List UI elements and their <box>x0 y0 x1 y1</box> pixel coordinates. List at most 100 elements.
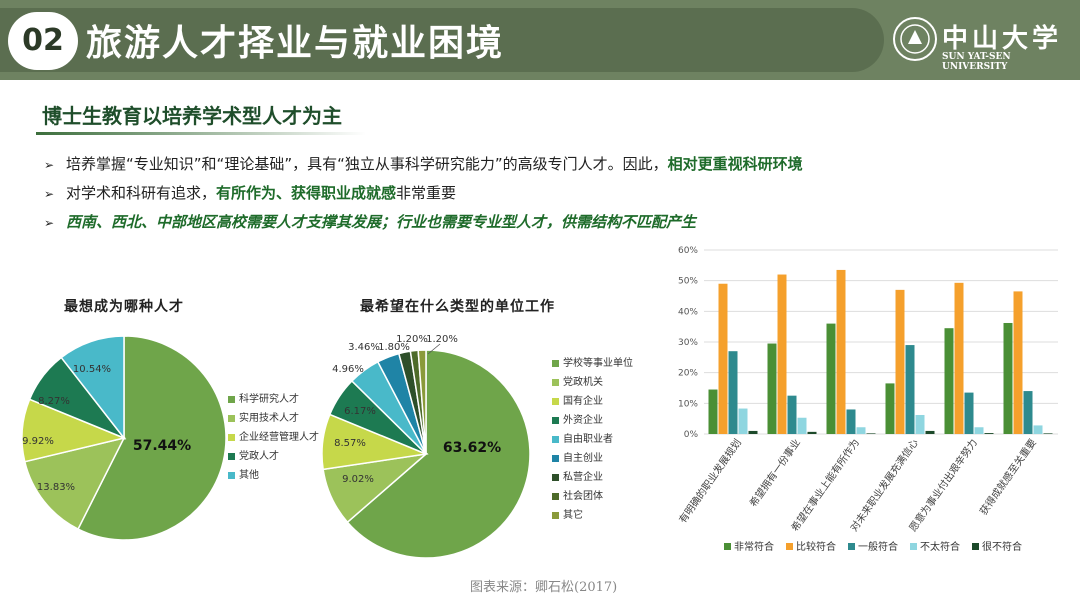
pie-data-label: 1.20% <box>396 334 428 345</box>
legend-swatch <box>552 473 559 481</box>
bullet-text: 有所作为、获得职业成就感 <box>216 184 397 202</box>
bullet-item: ➢ 西南、西北、中部地区高校需要人才支撑其发展；行业也需要专业型人才，供需结构不匹… <box>44 208 1004 237</box>
page-title: 旅游人才择业与就业困境 <box>86 23 505 64</box>
legend-label: 其它 <box>563 510 583 521</box>
legend-label: 国有企业 <box>563 396 603 407</box>
bullet-text: 相对更重视科研环境 <box>667 155 803 173</box>
legend-label: 党政人才 <box>239 451 279 462</box>
legend-label: 比较符合 <box>796 540 836 553</box>
pie1-title: 最想成为哪种人才 <box>64 299 184 315</box>
bullet-arrow-icon: ➢ <box>44 187 55 201</box>
bar <box>954 282 964 434</box>
legend-item: 企业经营管理人才 <box>228 428 319 447</box>
legend-swatch <box>848 543 855 550</box>
y-tick-label: 40% <box>678 307 698 317</box>
bar <box>846 409 856 434</box>
pie-chart-talent-type: 57.44% 13.83% 9.92% 8.27% 10.54% <box>21 335 227 541</box>
y-tick-label: 0% <box>684 430 699 440</box>
legend-swatch <box>786 543 793 550</box>
pie-slice <box>60 335 125 441</box>
bar <box>728 351 738 434</box>
legend-item: 国有企业 <box>552 392 633 411</box>
subtitle-underline <box>36 132 366 135</box>
chart-source: 图表来源：卿石松(2017) <box>470 580 618 595</box>
bar <box>718 283 728 434</box>
pie-data-label: 1.20% <box>426 334 458 345</box>
legend-swatch <box>552 416 559 424</box>
bar <box>797 417 807 434</box>
legend-item: 外资企业 <box>552 411 633 430</box>
bullet-list: ➢ 培养掌握“专业知识”和“理论基础”，具有“独立从事科学研究能力”的高级专门人才… <box>44 150 1004 237</box>
bar <box>1013 291 1023 434</box>
bar <box>925 430 935 434</box>
legend-item: 科学研究人才 <box>228 390 319 409</box>
bar <box>807 431 817 434</box>
bullet-text: 非常重要 <box>396 184 457 202</box>
header-title-band <box>0 8 884 72</box>
pie-slice <box>77 335 227 541</box>
bullet-text: 培养掌握“专业知识”和“理论基础”，具有“独立从事科学研究能力”的高级专门人才。… <box>66 155 668 173</box>
legend-label: 很不符合 <box>982 540 1022 553</box>
legend-swatch <box>552 511 559 519</box>
pie-slice <box>346 349 531 559</box>
bar <box>974 427 984 434</box>
legend-item: 私营企业 <box>552 468 633 487</box>
bar <box>826 323 836 434</box>
bullet-text: 西南、西北、中部地区高校需要人才支撑其发展；行业也需要专业型人才，供需结构不匹配… <box>66 213 697 231</box>
bar <box>748 430 758 434</box>
legend-item: 社会团体 <box>552 487 633 506</box>
pie-data-label: 9.02% <box>342 474 374 485</box>
pie1-legend: 科学研究人才实用技术人才企业经营管理人才 党政人才其他 <box>228 390 319 485</box>
legend-label: 不太符合 <box>920 540 960 553</box>
legend-swatch <box>910 543 917 550</box>
bar <box>836 269 846 434</box>
university-logo: 中山大学 SUN YAT-SEN UNIVERSITY <box>890 10 1070 72</box>
bar <box>1043 433 1053 434</box>
legend-label: 企业经营管理人才 <box>239 432 319 443</box>
pie-data-label: 3.46% <box>348 342 380 353</box>
pie-data-label: 1.80% <box>378 342 410 353</box>
legend-item: 自由职业者 <box>552 430 633 449</box>
legend-item: 实用技术人才 <box>228 409 319 428</box>
pie-data-label: 63.62% <box>443 440 501 456</box>
bullet-item: ➢ 对学术和科研有追求，有所作为、获得职业成就感非常重要 <box>44 179 1004 208</box>
legend-label: 自由职业者 <box>563 434 613 445</box>
bar <box>738 408 748 434</box>
legend-label: 实用技术人才 <box>239 413 299 424</box>
pie-leader-line <box>427 343 441 355</box>
x-tick-label: 愿意为事业付出艰辛努力 <box>906 436 980 534</box>
legend-label: 外资企业 <box>563 415 603 426</box>
university-seal-icon <box>893 17 937 61</box>
bar <box>708 389 718 434</box>
legend-label: 社会团体 <box>563 491 603 502</box>
y-tick-label: 20% <box>678 369 698 379</box>
bar <box>984 433 994 434</box>
y-tick-label: 60% <box>678 246 698 256</box>
legend-item: 学校等事业单位 <box>552 354 633 373</box>
x-tick-label: 希望在事业上能有所作为 <box>788 436 862 534</box>
bullet-arrow-icon: ➢ <box>44 158 55 172</box>
pie-data-label: 8.27% <box>38 396 70 407</box>
x-tick-label: 获得成就感至关重要 <box>977 436 1039 517</box>
header-bar: 02 旅游人才择业与就业困境 中山大学 SUN YAT-SEN UNIVERSI… <box>0 0 1080 80</box>
legend-swatch <box>228 433 235 441</box>
legend-swatch <box>552 359 559 367</box>
bar <box>866 433 876 434</box>
pie-slice <box>23 436 126 531</box>
bar <box>787 395 797 434</box>
pie-data-label: 9.92% <box>22 436 54 447</box>
pie-chart-workplace-type: 63.62%9.02%8.57%6.17%4.96%3.46%1.80%1.20… <box>321 334 531 559</box>
bullet-arrow-icon: ➢ <box>44 216 55 230</box>
pie-data-label: 4.96% <box>332 364 364 375</box>
legend-label: 自主创业 <box>563 453 603 464</box>
bar <box>777 274 787 434</box>
legend-label: 一般符合 <box>858 540 898 553</box>
pie2-title: 最希望在什么类型的单位工作 <box>360 299 555 315</box>
section-number-badge: 02 <box>8 12 78 70</box>
y-tick-label: 50% <box>678 277 698 287</box>
legend-label: 其他 <box>239 470 259 481</box>
bar <box>895 289 905 434</box>
legend-item: 自主创业 <box>552 449 633 468</box>
legend-item: 其它 <box>552 506 633 525</box>
legend-label: 私营企业 <box>563 472 603 483</box>
